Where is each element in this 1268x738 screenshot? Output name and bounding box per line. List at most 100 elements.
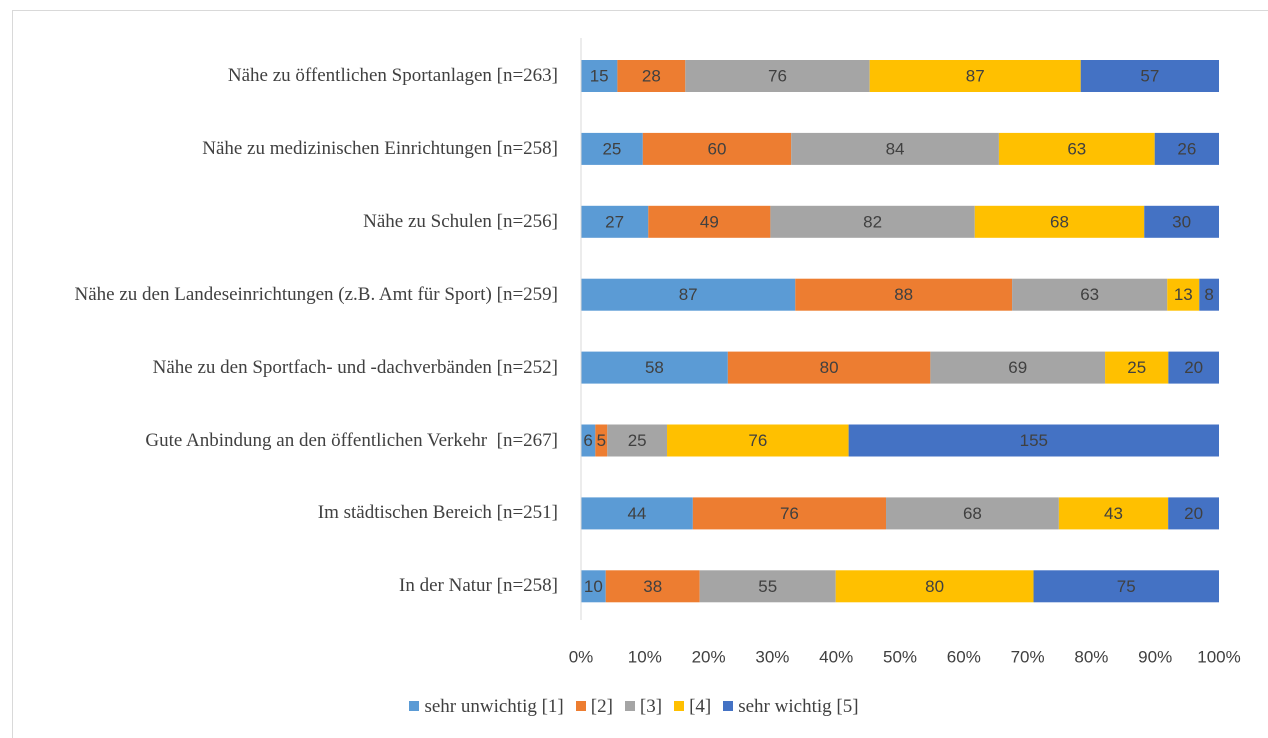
data-label: 13 — [1174, 285, 1193, 304]
y-tick-label: Nähe zu den Landeseinrichtungen (z.B. Am… — [74, 283, 558, 305]
bar-segment — [1105, 351, 1169, 384]
x-tick-label: 0% — [569, 647, 594, 666]
legend-item: sehr wichtig [5] — [723, 696, 859, 718]
y-tick-label: Nähe zu öffentlichen Sportanlagen [n=263… — [227, 65, 558, 86]
legend-label: [4] — [689, 696, 712, 717]
bar-segment — [1168, 351, 1219, 384]
data-label: 38 — [643, 577, 662, 596]
data-label: 44 — [627, 504, 646, 523]
y-tick-label-box: Nähe zu medizinischen Einrichtungen [n=2… — [202, 137, 558, 161]
bar-segment — [642, 132, 792, 165]
legend-swatch — [624, 701, 635, 711]
y-tick-label: Nähe zu medizinischen Einrichtungen [n=2… — [202, 137, 558, 159]
bar-segment — [1154, 132, 1219, 165]
data-label: 63 — [1067, 139, 1086, 158]
data-label: 28 — [642, 66, 661, 85]
data-label: 75 — [1117, 577, 1136, 596]
data-label: 87 — [966, 66, 985, 85]
data-label: 88 — [894, 285, 913, 304]
chart-border — [12, 10, 1268, 738]
x-tick-label: 50% — [883, 647, 917, 666]
legend-label: [3] — [639, 696, 663, 717]
y-tick-label-box: Nähe zu den Landeseinrichtungen (z.B. Am… — [75, 283, 558, 307]
data-label: 43 — [1104, 504, 1123, 523]
data-label: 60 — [708, 139, 727, 158]
y-tick-label-box: Gute Anbindung an den öffentlichen Verke… — [145, 429, 558, 453]
legend-swatch — [409, 701, 420, 711]
bar-segment — [835, 570, 1034, 603]
bar-segment — [685, 60, 870, 92]
data-label: 69 — [1008, 358, 1027, 377]
data-label: 8 — [1204, 285, 1213, 304]
x-tick-label: 20% — [692, 647, 726, 666]
x-tick-label: 30% — [755, 647, 789, 666]
x-tick-label: 40% — [819, 647, 853, 666]
bar-segment — [581, 278, 796, 311]
legend-swatch — [674, 701, 685, 711]
y-tick-label: Nähe zu den Sportfach- und -dachverbände… — [152, 356, 558, 378]
data-label: 68 — [1050, 212, 1069, 231]
data-label: 155 — [1020, 431, 1048, 450]
data-label: 5 — [597, 431, 606, 450]
y-tick-label-box: Nähe zu Schulen [n=256] — [363, 210, 558, 234]
legend-item: [4] — [674, 696, 711, 718]
y-tick-label-box: Nähe zu öffentlichen Sportanlagen [n=263… — [228, 64, 558, 88]
data-label: 15 — [590, 66, 609, 85]
x-tick-label: 90% — [1138, 647, 1172, 666]
legend-label: sehr unwichtig [1] — [424, 696, 564, 717]
y-tick-label: Nähe zu Schulen [n=256] — [363, 210, 558, 232]
data-label: 76 — [780, 504, 799, 523]
data-label: 63 — [1080, 285, 1099, 304]
data-label: 76 — [768, 66, 787, 85]
bar-segment — [699, 570, 836, 603]
bar-segment — [581, 205, 649, 238]
data-label: 25 — [1127, 358, 1146, 377]
data-label: 26 — [1177, 139, 1196, 158]
bar-segment — [581, 497, 693, 530]
bar-segment — [581, 424, 596, 457]
data-label: 76 — [748, 431, 767, 450]
legend: sehr unwichtig [1] [2] [3] [4] sehr wichtig … — [0, 696, 1268, 718]
bar-segment — [605, 570, 700, 603]
bar-segment — [998, 132, 1155, 165]
bar-segment — [595, 424, 608, 457]
y-tick-label: Gute Anbindung an den öffentlichen Verke… — [145, 429, 558, 451]
bar-segment — [607, 424, 668, 457]
y-tick-label: Im städtischen Bereich [n=251] — [317, 502, 558, 524]
bar-segment — [1012, 278, 1168, 311]
legend-item: sehr unwichtig [1] — [409, 696, 564, 718]
bar-segment — [1080, 60, 1219, 92]
data-label: 84 — [886, 139, 905, 158]
x-tick-label: 100% — [1197, 647, 1240, 666]
data-label: 25 — [628, 431, 647, 450]
x-tick-label: 80% — [1074, 647, 1108, 666]
x-tick-label: 10% — [628, 647, 662, 666]
legend-item: [2] — [575, 696, 613, 718]
bar-segment — [617, 60, 686, 92]
y-tick-label-box: In der Natur [n=258] — [399, 574, 558, 598]
data-label: 20 — [1184, 358, 1203, 377]
bar-segment — [581, 570, 606, 603]
legend-swatch — [575, 701, 586, 711]
data-label: 20 — [1184, 504, 1203, 523]
bar-segment — [581, 60, 618, 92]
legend-swatch — [723, 701, 734, 711]
bar-segment — [930, 351, 1106, 384]
y-tick-label-box: Im städtischen Bereich [n=251] — [318, 501, 558, 525]
bar-segment — [727, 351, 931, 384]
bar-segment — [791, 132, 999, 165]
bar-segment — [1144, 205, 1219, 238]
data-label: 30 — [1172, 212, 1191, 231]
data-label: 80 — [820, 358, 839, 377]
bar-segment — [581, 132, 643, 165]
data-label: 49 — [700, 212, 719, 231]
data-label: 10 — [584, 577, 603, 596]
bar-segment — [974, 205, 1145, 238]
legend-label: [2] — [590, 696, 613, 717]
legend-label: sehr wichtig [5] — [738, 696, 859, 717]
data-label: 57 — [1140, 66, 1159, 85]
data-label: 55 — [758, 577, 777, 596]
data-label: 68 — [963, 504, 982, 523]
